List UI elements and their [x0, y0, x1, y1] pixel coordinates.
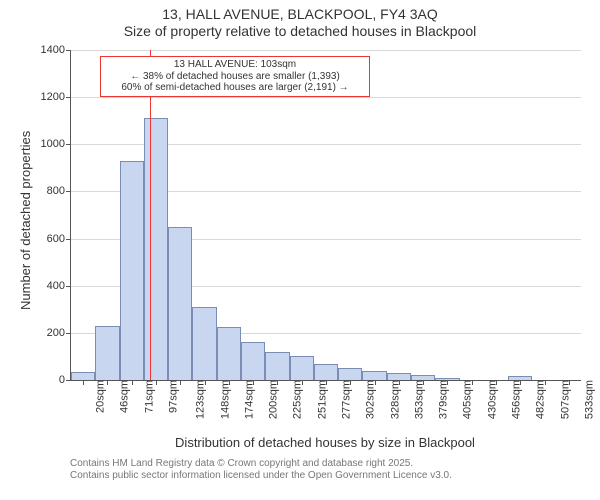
x-tick-label: 379sqm [436, 380, 450, 419]
x-tick-label: 174sqm [241, 380, 255, 419]
x-tick-label: 533sqm [581, 380, 595, 419]
y-tick-mark [66, 191, 71, 192]
x-tick-label: 20sqm [93, 380, 107, 413]
histogram-bar [290, 356, 314, 380]
x-tick-mark [107, 380, 108, 385]
x-tick-label: 456sqm [509, 380, 523, 419]
x-tick-mark [447, 380, 448, 385]
x-tick-mark [132, 380, 133, 385]
histogram-bar [338, 368, 362, 380]
footer-line-2: Contains public sector information licen… [70, 470, 452, 482]
x-tick-label: 353sqm [411, 380, 425, 419]
x-tick-mark [302, 380, 303, 385]
y-axis-title: Number of detached properties [18, 131, 33, 310]
x-axis-title: Distribution of detached houses by size … [70, 435, 580, 450]
property-marker-line [150, 50, 151, 380]
chart-container: { "title": { "main": "13, HALL AVENUE, B… [0, 0, 600, 500]
x-tick-mark [569, 380, 570, 385]
y-tick-mark [66, 144, 71, 145]
annotation-line: 60% of semi-detached houses are larger (… [105, 82, 365, 94]
x-tick-mark [253, 380, 254, 385]
x-tick-label: 200sqm [266, 380, 280, 419]
x-tick-label: 482sqm [533, 380, 547, 419]
x-tick-label: 225sqm [290, 380, 304, 419]
x-tick-mark [156, 380, 157, 385]
histogram-bar [217, 327, 241, 380]
x-tick-mark [496, 380, 497, 385]
x-tick-label: 430sqm [484, 380, 498, 419]
x-tick-mark [326, 380, 327, 385]
y-tick-mark [66, 239, 71, 240]
chart-title-block: 13, HALL AVENUE, BLACKPOOL, FY4 3AQ Size… [0, 6, 600, 40]
histogram-bar [144, 118, 168, 380]
chart-title-main: 13, HALL AVENUE, BLACKPOOL, FY4 3AQ [0, 6, 600, 23]
footer-line-1: Contains HM Land Registry data © Crown c… [70, 458, 452, 470]
y-tick-mark [66, 97, 71, 98]
annotation-box: 13 HALL AVENUE: 103sqm← 38% of detached … [100, 56, 370, 97]
y-tick-mark [66, 50, 71, 51]
histogram-bar [192, 307, 216, 380]
x-tick-label: 97sqm [166, 380, 180, 413]
x-tick-mark [205, 380, 206, 385]
histogram-bar [168, 227, 192, 380]
x-tick-mark [423, 380, 424, 385]
chart-title-sub: Size of property relative to detached ho… [0, 23, 600, 40]
x-tick-mark [399, 380, 400, 385]
x-tick-label: 302sqm [363, 380, 377, 419]
x-tick-label: 148sqm [217, 380, 231, 419]
y-tick-mark [66, 333, 71, 334]
histogram-bar [314, 364, 338, 381]
x-tick-label: 277sqm [339, 380, 353, 419]
x-tick-mark [229, 380, 230, 385]
y-tick-mark [66, 380, 71, 381]
x-tick-label: 405sqm [460, 380, 474, 419]
histogram-bar [241, 342, 265, 380]
histogram-bar [265, 352, 289, 380]
x-tick-label: 507sqm [557, 380, 571, 419]
histogram-bar [120, 161, 144, 380]
x-tick-mark [472, 380, 473, 385]
x-tick-label: 251sqm [314, 380, 328, 419]
annotation-line: 13 HALL AVENUE: 103sqm [105, 59, 365, 71]
x-tick-mark [350, 380, 351, 385]
x-tick-label: 71sqm [141, 380, 155, 413]
y-tick-mark [66, 286, 71, 287]
x-tick-mark [83, 380, 84, 385]
x-tick-mark [545, 380, 546, 385]
chart-footer: Contains HM Land Registry data © Crown c… [70, 458, 452, 482]
grid-line [71, 97, 581, 98]
x-tick-mark [277, 380, 278, 385]
x-tick-label: 328sqm [387, 380, 401, 419]
histogram-bar [362, 371, 386, 380]
annotation-line: ← 38% of detached houses are smaller (1,… [105, 71, 365, 83]
x-tick-label: 123sqm [193, 380, 207, 419]
histogram-bar [387, 373, 411, 380]
grid-line [71, 50, 581, 51]
x-tick-mark [520, 380, 521, 385]
x-tick-mark [180, 380, 181, 385]
histogram-bar [71, 372, 95, 380]
x-tick-mark [375, 380, 376, 385]
plot-area: 020040060080010001200140020sqm46sqm71sqm… [70, 50, 581, 381]
x-tick-label: 46sqm [117, 380, 131, 413]
histogram-bar [95, 326, 119, 380]
